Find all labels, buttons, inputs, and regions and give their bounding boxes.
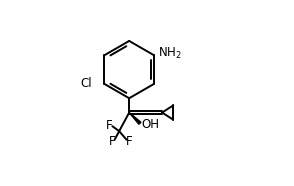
Text: Cl: Cl — [81, 77, 92, 90]
Text: F: F — [126, 135, 133, 148]
Text: OH: OH — [142, 118, 160, 131]
Text: F: F — [109, 135, 115, 148]
Text: NH$_2$: NH$_2$ — [158, 46, 181, 61]
Text: F: F — [106, 119, 112, 132]
Polygon shape — [129, 113, 141, 124]
